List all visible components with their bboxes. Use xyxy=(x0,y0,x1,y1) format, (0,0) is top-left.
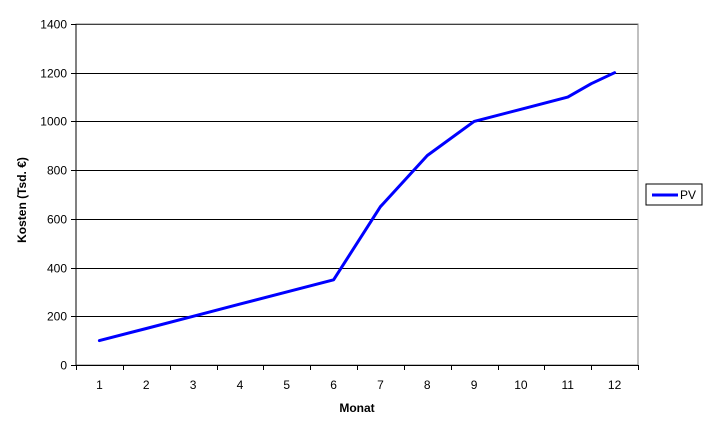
y-tick-label: 1000 xyxy=(40,115,67,129)
y-tick-label: 200 xyxy=(47,310,67,324)
y-axis: 0 200 400 600 800 1000 1200 1400 xyxy=(40,18,77,373)
x-axis-title: Monat xyxy=(339,401,374,415)
y-tick-label: 400 xyxy=(47,262,67,276)
plot-frame xyxy=(75,23,639,366)
x-tick-label: 6 xyxy=(330,378,337,392)
x-tick-label: 4 xyxy=(237,378,244,392)
x-tick-label: 10 xyxy=(514,378,528,392)
y-tick-label: 800 xyxy=(47,164,67,178)
legend-label-pv: PV xyxy=(680,188,696,202)
x-tick-label: 12 xyxy=(608,378,622,392)
legend: PV xyxy=(645,183,703,206)
x-tick-label: 2 xyxy=(143,378,150,392)
x-tick-label: 1 xyxy=(96,378,103,392)
series-line-pv xyxy=(97,71,617,343)
x-tick-label: 5 xyxy=(283,378,290,392)
y-tick-label: 1200 xyxy=(40,67,67,81)
y-axis-title: Kosten (Tsd. €) xyxy=(15,157,29,243)
gridlines xyxy=(76,24,638,317)
x-tick-label: 11 xyxy=(562,378,575,392)
y-tick-label: 600 xyxy=(47,213,67,227)
x-tick-label: 3 xyxy=(190,378,197,392)
y-tick-label: 1400 xyxy=(40,18,67,32)
x-axis: 1 2 3 4 5 6 7 8 9 10 11 12 xyxy=(76,365,639,392)
y-tick-label: 0 xyxy=(60,359,67,373)
x-tick-label: 9 xyxy=(471,378,478,392)
x-tick-label: 8 xyxy=(424,378,431,392)
series-layer xyxy=(97,71,617,343)
x-tick-label: 7 xyxy=(377,378,384,392)
